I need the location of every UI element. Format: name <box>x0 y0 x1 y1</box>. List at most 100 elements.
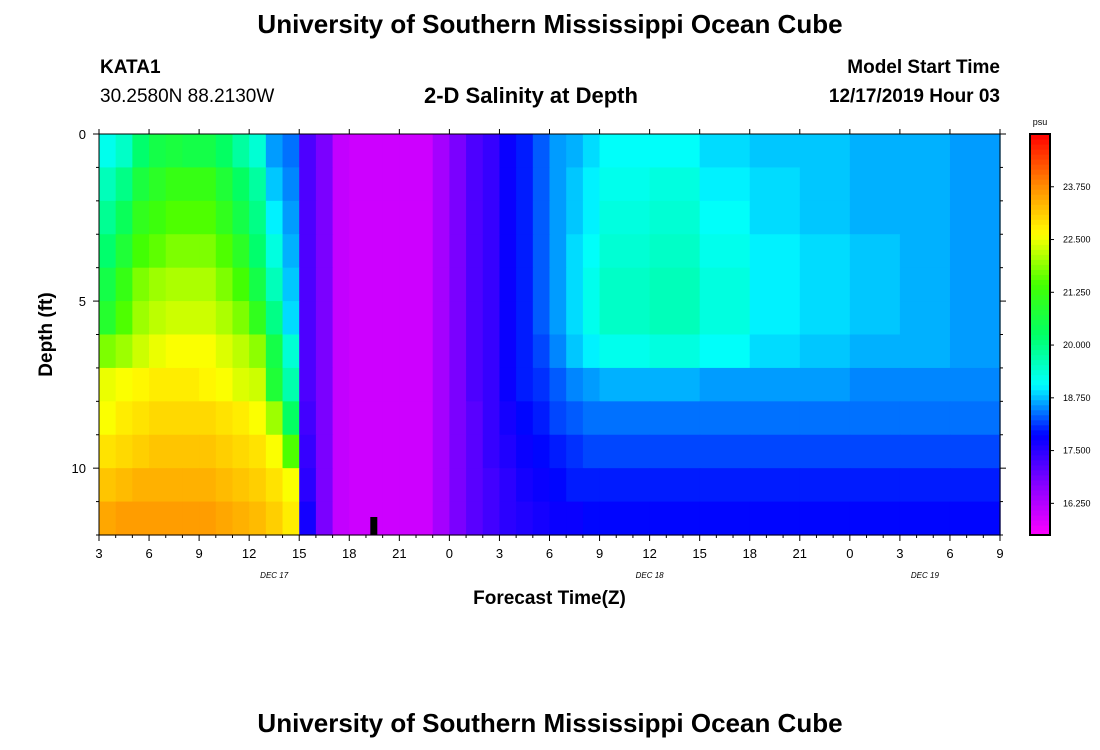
colorbar-segment <box>1030 514 1050 521</box>
colorbar-segment <box>1030 224 1050 230</box>
heatmap-cell <box>232 401 250 436</box>
heatmap-cell <box>849 200 901 235</box>
heatmap-cell <box>749 367 801 402</box>
heatmap-cell <box>282 234 300 269</box>
heatmap-cell <box>899 267 951 302</box>
heatmap-cell <box>849 134 901 169</box>
heatmap-cell <box>332 267 350 302</box>
heatmap-cell <box>232 468 250 503</box>
heatmap-cell <box>949 501 1001 536</box>
heatmap-cell <box>599 267 651 302</box>
heatmap-cell <box>532 401 551 436</box>
heatmap-cell <box>749 468 801 503</box>
heatmap-cell <box>499 501 517 536</box>
heatmap-cell <box>599 200 651 235</box>
heatmap-cell <box>466 367 484 402</box>
heatmap-cell <box>649 200 701 235</box>
heatmap-cell <box>699 401 751 436</box>
heatmap-cell <box>432 267 450 302</box>
heatmap-cell <box>315 167 334 202</box>
y-axis-title: Depth (ft) <box>36 292 57 376</box>
heatmap-cell <box>499 334 517 369</box>
heatmap-cell <box>899 468 951 503</box>
heatmap-cell <box>482 267 501 302</box>
heatmap-cell <box>949 401 1001 436</box>
heatmap-cell <box>182 334 200 369</box>
heatmap-cell <box>199 434 217 469</box>
heatmap-cell <box>482 200 501 235</box>
heatmap-cell <box>582 167 601 202</box>
heatmap-cell <box>265 301 284 336</box>
heatmap-cell <box>132 301 150 336</box>
colorbar-segment <box>1030 184 1050 190</box>
heatmap-cell <box>249 301 267 336</box>
heatmap-cell <box>549 434 567 469</box>
heatmap-cell <box>349 468 367 503</box>
heatmap-cell <box>232 200 250 235</box>
heatmap-cell <box>599 501 651 536</box>
heatmap-cell <box>99 200 117 235</box>
heatmap-cell <box>115 301 133 336</box>
heatmap-cell <box>349 301 367 336</box>
x-tick-label: 6 <box>145 546 152 561</box>
heatmap-cell <box>699 200 751 235</box>
heatmap-cell <box>849 468 901 503</box>
heatmap-cell <box>699 434 751 469</box>
heatmap-cell <box>365 167 384 202</box>
heatmap-cell <box>449 434 467 469</box>
heatmap-cell <box>499 468 517 503</box>
heatmap-cell <box>165 301 184 336</box>
heatmap-cell <box>649 301 701 336</box>
heatmap-cell <box>799 234 851 269</box>
heatmap-cell <box>332 401 350 436</box>
heatmap-cell <box>432 468 450 503</box>
colorbar-segment <box>1030 244 1050 250</box>
colorbar-segment <box>1030 194 1050 200</box>
heatmap-cell <box>549 267 567 302</box>
heatmap-cell <box>649 434 701 469</box>
heatmap-cell <box>199 401 217 436</box>
heatmap-cell <box>399 267 417 302</box>
heatmap-cell <box>649 501 701 536</box>
colorbar-segment <box>1030 434 1050 441</box>
heatmap-cell <box>749 134 801 169</box>
heatmap-cell <box>482 301 501 336</box>
heatmap-cell <box>499 267 517 302</box>
heatmap-cell <box>132 334 150 369</box>
heatmap-cell <box>749 434 801 469</box>
heatmap-cell <box>99 167 117 202</box>
colorbar-segment <box>1030 159 1050 165</box>
heatmap-cell <box>899 234 951 269</box>
heatmap-cell <box>232 301 250 336</box>
colorbar-segment <box>1030 494 1050 501</box>
heatmap-cell <box>566 501 584 536</box>
heatmap-cell <box>332 434 350 469</box>
x-tick-label: 3 <box>896 546 903 561</box>
heatmap-cell <box>499 434 517 469</box>
heatmap-cell <box>99 334 117 369</box>
colorbar-segment <box>1030 454 1050 461</box>
heatmap-cell <box>215 501 234 536</box>
x-tick-label: 18 <box>342 546 356 561</box>
colorbar-segment <box>1030 444 1050 451</box>
station-coordinates: 30.2580N 88.2130W <box>100 86 275 107</box>
heatmap-cell <box>365 200 384 235</box>
heatmap-cell <box>182 134 200 169</box>
colorbar-segment <box>1030 264 1050 270</box>
heatmap-cell <box>582 134 601 169</box>
heatmap-cell <box>132 200 150 235</box>
heatmap-cell <box>416 334 434 369</box>
heatmap-cell <box>182 200 200 235</box>
heatmap-cell <box>549 501 567 536</box>
heatmap-cell <box>432 301 450 336</box>
colorbar-segment <box>1030 509 1050 516</box>
heatmap-cell <box>199 134 217 169</box>
heatmap-cell <box>749 267 801 302</box>
heatmap-cell <box>249 434 267 469</box>
heatmap-cell <box>599 401 651 436</box>
heatmap-cell <box>799 401 851 436</box>
heatmap-cell <box>99 401 117 436</box>
heatmap-cell <box>599 334 651 369</box>
heatmap-cell <box>899 200 951 235</box>
colorbar-segment <box>1030 209 1050 215</box>
